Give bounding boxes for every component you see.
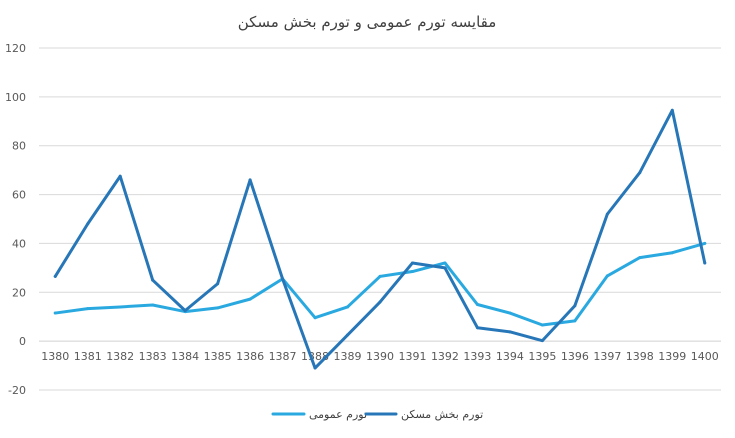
x-tick-label: 1387 xyxy=(269,350,297,363)
x-tick-label: 1396 xyxy=(561,350,589,363)
data-point-s1-1385 xyxy=(216,282,220,286)
x-tick-label: 1383 xyxy=(139,350,167,363)
y-tick-label: -20 xyxy=(8,384,26,397)
data-point-s1-1392 xyxy=(443,266,447,270)
data-point-s0-1380 xyxy=(53,311,57,315)
data-point-s1-1384 xyxy=(183,309,187,313)
data-point-s0-1391 xyxy=(410,270,414,274)
chart-title: مقایسه تورم عمومی و تورم بخش مسکن xyxy=(238,13,497,31)
data-point-s0-1383 xyxy=(151,303,155,307)
y-tick-label: 0 xyxy=(19,335,26,348)
x-tick-label: 1384 xyxy=(171,350,199,363)
x-tick-label: 1400 xyxy=(691,350,719,363)
data-point-s0-1397 xyxy=(605,274,609,278)
data-point-s0-1400 xyxy=(703,241,707,245)
legend-label: تورم بخش مسکن xyxy=(401,408,483,421)
y-tick-label: 40 xyxy=(12,237,26,250)
x-axis-ticks: 1380 1381 1382 1383 1384 1385 1386 1387 1388 1389… xyxy=(41,350,719,363)
data-point-s1-1393 xyxy=(475,326,479,330)
x-tick-label: 1392 xyxy=(431,350,459,363)
x-tick-label: 1398 xyxy=(626,350,654,363)
data-point-s0-1392 xyxy=(443,261,447,265)
x-tick-label: 1393 xyxy=(463,350,491,363)
data-point-s1-1387 xyxy=(281,277,285,281)
data-point-s0-1393 xyxy=(475,303,479,306)
y-tick-label: 120 xyxy=(5,42,26,55)
data-point-s0-1399 xyxy=(670,251,674,255)
data-point-s1-1396 xyxy=(573,304,577,308)
y-tick-label: 100 xyxy=(5,91,26,104)
x-tick-label: 1381 xyxy=(74,350,102,363)
gridlines xyxy=(39,47,721,391)
data-point-s1-1399 xyxy=(670,108,674,112)
data-point-s1-1380 xyxy=(53,274,57,278)
x-tick-label: 1399 xyxy=(658,350,686,363)
data-point-s1-1388 xyxy=(313,366,317,370)
series-lines xyxy=(53,108,707,370)
data-point-s0-1390 xyxy=(378,274,382,278)
legend-label: تورم عمومی xyxy=(309,408,367,421)
data-point-s1-1394 xyxy=(508,330,512,334)
x-tick-label: 1389 xyxy=(334,350,362,363)
series-line-1 xyxy=(53,108,707,370)
data-point-s0-1394 xyxy=(508,311,512,315)
data-point-s1-1395 xyxy=(540,339,544,343)
x-tick-label: 1390 xyxy=(366,350,394,363)
y-tick-label: 80 xyxy=(12,140,26,153)
y-axis-ticks: -20 0 20 40 60 80 100 120 xyxy=(5,42,26,397)
data-point-s0-1389 xyxy=(346,305,350,309)
data-point-s1-1390 xyxy=(378,300,382,304)
data-point-s1-1382 xyxy=(118,174,122,178)
x-tick-label: 1394 xyxy=(496,350,524,363)
data-point-s1-1398 xyxy=(638,171,642,175)
legend: تورم عمومی تورم بخش مسکن xyxy=(271,408,483,421)
x-tick-label: 1391 xyxy=(398,350,426,363)
data-point-s1-1386 xyxy=(248,178,252,182)
x-tick-label: 1397 xyxy=(593,350,621,363)
data-point-s0-1398 xyxy=(638,256,642,260)
x-tick-label: 1395 xyxy=(528,350,556,363)
series-line-0 xyxy=(53,241,707,327)
data-point-s0-1396 xyxy=(573,319,577,323)
data-point-s0-1395 xyxy=(540,323,544,327)
y-tick-label: 20 xyxy=(12,286,26,299)
data-point-s1-1391 xyxy=(410,261,414,265)
data-point-s1-1397 xyxy=(605,212,609,216)
data-point-s0-1388 xyxy=(313,316,317,320)
data-point-s0-1385 xyxy=(216,306,220,310)
data-point-s1-1400 xyxy=(703,261,707,265)
data-point-s1-1381 xyxy=(86,222,90,226)
x-tick-label: 1386 xyxy=(236,350,264,363)
y-tick-label: 60 xyxy=(12,189,26,202)
x-tick-label: 1385 xyxy=(204,350,232,363)
x-tick-label: 1382 xyxy=(106,350,134,363)
data-point-s0-1382 xyxy=(118,305,122,309)
data-point-s0-1386 xyxy=(248,297,252,301)
data-point-s1-1389 xyxy=(346,333,350,337)
x-tick-label: 1380 xyxy=(41,350,69,363)
data-point-s0-1381 xyxy=(86,307,90,311)
data-point-s1-1383 xyxy=(151,278,155,282)
